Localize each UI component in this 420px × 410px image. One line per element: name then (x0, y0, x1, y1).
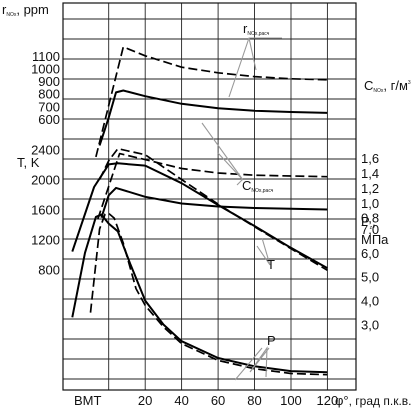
c-annotation-leader-2 (217, 152, 244, 181)
tdc-label: ВМТ (74, 393, 102, 408)
t-tick-label: 1200 (31, 233, 60, 248)
grid (63, 3, 356, 390)
p-tick-label: 5,0 (361, 270, 379, 285)
p-tick-label: 3,0 (361, 318, 379, 333)
r-tick-label: 1000 (31, 61, 60, 76)
p-annotation-leader-2 (234, 347, 263, 381)
x-tick-label: 80 (247, 393, 261, 408)
x-tick-label: 60 (211, 393, 225, 408)
series-line-p-exp (71, 213, 328, 374)
svg-text:rNOx, ppm: rNOx, ppm (2, 2, 49, 18)
r-tick-label: 700 (38, 99, 60, 114)
p-axis-title: Pz, МПа (361, 214, 389, 247)
c-tick-label: 1,0 (361, 196, 379, 211)
r-annotation-leader-2 (248, 37, 257, 71)
x-tick-label: 40 (174, 393, 188, 408)
p-annotation-leader (249, 346, 270, 378)
r-annotation-label: rNOx,расч (243, 21, 270, 37)
t-tick-label: 2400 (31, 142, 60, 157)
c-annotation-label: CNOx,расч (242, 178, 274, 194)
c-annotation-group: CNOx,расч (201, 122, 274, 194)
c-annotation-leader (201, 122, 244, 181)
series-line-c-nox-calc (96, 152, 328, 220)
t-tick-label: 1600 (31, 203, 60, 218)
series-line-t-exp (71, 162, 328, 269)
series-line-r-nox-calc (95, 46, 328, 158)
tick-labels: 20 40 60 80 100 12060070080090010001100800120… (31, 49, 379, 408)
c-annotation-leader-3 (236, 179, 243, 186)
r-axis-title: rNOx, ppm (2, 2, 49, 18)
c-axis-title: CNOx, г/м3 (364, 78, 411, 94)
t-tick-label: 2000 (31, 172, 60, 187)
c-tick-label: 1,4 (361, 166, 379, 181)
r-tick-label: 600 (38, 112, 60, 127)
series-line-p-calc (89, 212, 328, 376)
t-annotation-leader-2 (256, 245, 271, 266)
p-tick-label: 7,0 (361, 222, 379, 237)
r-tick-label: 1100 (32, 49, 60, 64)
c-tick-label: 1,2 (361, 181, 379, 196)
svg-text:CNOx, г/м3: CNOx, г/м3 (364, 78, 411, 94)
t-axis-title: T, K (17, 155, 40, 170)
svg-text:МПа: МПа (361, 232, 389, 247)
r-tick-label: 800 (38, 87, 60, 102)
series-line-c-nox-exp (100, 186, 328, 219)
t-annotation-leader (261, 237, 271, 266)
t-annotation-group: T (256, 237, 275, 272)
svg-text:φ°, град п.к.в.: φ°, град п.к.в. (335, 393, 412, 408)
t-tick-label: 800 (38, 263, 60, 278)
series-line-r-nox-exp (98, 89, 328, 146)
series-group (71, 46, 328, 376)
p-tick-label: 6,0 (361, 246, 379, 261)
x-axis-title: φ°, град п.к.в. (335, 393, 412, 408)
p-tick-label: 4,0 (361, 294, 379, 309)
x-tick-label: 20 (138, 393, 152, 408)
plot-frame (62, 2, 357, 391)
c-tick-label: 0,8 (361, 211, 379, 226)
x-tick-label: 120 (317, 393, 339, 408)
svg-text:Pz,: Pz, (361, 214, 376, 231)
c-tick-label: 1,6 (361, 151, 379, 166)
t-annotation-label: T (267, 257, 275, 272)
x-tick-label: 100 (280, 393, 302, 408)
r-tick-label: 900 (38, 74, 60, 89)
p-annotation-label: P (267, 333, 276, 348)
r-annotation-group: rNOx,расч (228, 21, 282, 98)
p-annotation-group: P (234, 333, 276, 381)
